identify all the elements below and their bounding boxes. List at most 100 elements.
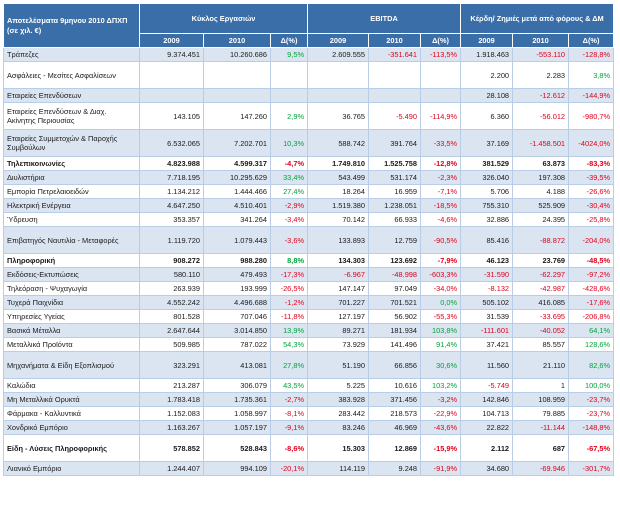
sector-name: Ασφάλειες - Μεσίτες Ασφαλίσεων: [3, 61, 140, 89]
value-cell: 2.112: [460, 434, 514, 462]
change-cell: [269, 61, 309, 89]
value-cell: 908.272: [139, 253, 204, 268]
change-cell: -114,9%: [420, 102, 462, 130]
value-cell: -5.490: [368, 102, 422, 130]
value-cell: 381.529: [460, 156, 514, 171]
change-cell: -11,8%: [269, 309, 309, 324]
change-cell: [269, 88, 309, 103]
sector-name: Τράπεζες: [3, 47, 140, 62]
subheader-2010: 2010: [203, 33, 271, 48]
group-header-ebitda: EBITDA: [307, 3, 462, 34]
sector-name: Καλώδια: [3, 378, 140, 393]
change-cell: 82,6%: [568, 351, 615, 379]
value-cell: 12.869: [368, 434, 422, 462]
subheader-2010: 2010: [512, 33, 570, 48]
sector-name: Υπηρεσίες Υγείας: [3, 309, 140, 324]
change-cell: -83,3%: [568, 156, 615, 171]
value-cell: 2.200: [460, 61, 514, 89]
value-cell: 1.119.720: [139, 226, 204, 254]
value-cell: 143.105: [139, 102, 204, 130]
change-cell: -301,7%: [568, 461, 615, 476]
table-row: Εταιρείες Συμμετοχών & Παροχής Συμβούλων…: [3, 129, 615, 157]
value-cell: -111.601: [460, 323, 514, 338]
value-cell: -33.695: [512, 309, 570, 324]
value-cell: 218.573: [368, 406, 422, 421]
table-row: Ύδρευση 353.357 341.264 -3,4% 70.142 66.933 -4…: [3, 212, 615, 227]
value-cell: [307, 88, 370, 103]
table-row: Είδη - Λύσεις Πληροφορικής 578.852 528.843…: [3, 434, 615, 462]
change-cell: -20,1%: [269, 461, 309, 476]
value-cell: -69.946: [512, 461, 570, 476]
value-cell: 83.246: [307, 420, 370, 435]
sector-name: Χονδρικό Εμπόριο: [3, 420, 140, 435]
change-cell: -15,9%: [420, 434, 462, 462]
change-cell: -67,5%: [568, 434, 615, 462]
results-table: Αποτελέσματα 9μηνου 2010 ΔΠΧΠ (σε χιλ. €…: [3, 3, 615, 476]
change-cell: [420, 88, 462, 103]
table-row: Εταιρείες Επενδύσεων 28.108 -12.612 -144,9%: [3, 88, 615, 103]
change-cell: -8,1%: [269, 406, 309, 421]
table-row: Μεταλλικά Προϊόντα 509.985 787.022 54,3% 73.…: [3, 337, 615, 352]
value-cell: 413.081: [203, 351, 271, 379]
change-cell: -206,8%: [568, 309, 615, 324]
table-row: Τράπεζες 9.374.451 10.260.686 9,5% 2.609.555…: [3, 47, 615, 62]
sector-name: Εταιρείες Συμμετοχών & Παροχής Συμβούλων: [3, 129, 140, 157]
value-cell: 383.928: [307, 392, 370, 407]
value-cell: 525.909: [512, 198, 570, 213]
value-cell: 416.085: [512, 295, 570, 310]
sector-name: Μεταλλικά Προϊόντα: [3, 337, 140, 352]
change-cell: 0,0%: [420, 295, 462, 310]
value-cell: -62.297: [512, 267, 570, 282]
value-cell: [368, 88, 422, 103]
change-cell: -3,4%: [269, 212, 309, 227]
value-cell: 51.190: [307, 351, 370, 379]
change-cell: 91,4%: [420, 337, 462, 352]
value-cell: 543.499: [307, 170, 370, 185]
sector-name: Τηλεπικοινωνίες: [3, 156, 140, 171]
value-cell: 114.119: [307, 461, 370, 476]
change-cell: -90,5%: [420, 226, 462, 254]
value-cell: 142.846: [460, 392, 514, 407]
value-cell: 22.822: [460, 420, 514, 435]
sector-name: Φάρμακα - Καλλυντικά: [3, 406, 140, 421]
sector-name: Βασικά Μέταλλα: [3, 323, 140, 338]
value-cell: 147.260: [203, 102, 271, 130]
value-cell: [139, 88, 204, 103]
change-cell: -4024,0%: [568, 129, 615, 157]
change-cell: -603,3%: [420, 267, 462, 282]
value-cell: 341.264: [203, 212, 271, 227]
value-cell: 787.022: [203, 337, 271, 352]
value-cell: 323.291: [139, 351, 204, 379]
value-cell: 15.303: [307, 434, 370, 462]
value-cell: [203, 88, 271, 103]
change-cell: -148,8%: [568, 420, 615, 435]
table-row: Επιβατηγός Ναυτιλία - Μεταφορές 1.119.720…: [3, 226, 615, 254]
value-cell: 34.680: [460, 461, 514, 476]
change-cell: 2,9%: [269, 102, 309, 130]
change-cell: 43,5%: [269, 378, 309, 393]
value-cell: 5.706: [460, 184, 514, 199]
change-cell: -2,9%: [269, 198, 309, 213]
table-row: Καλώδια 213.287 306.079 43,5% 5.225 10.616 103…: [3, 378, 615, 393]
sector-name: Ηλεκτρική Ενέργεια: [3, 198, 140, 213]
value-cell: 85.557: [512, 337, 570, 352]
value-cell: -42.987: [512, 281, 570, 296]
value-cell: [368, 61, 422, 89]
value-cell: 263.939: [139, 281, 204, 296]
value-cell: -88.872: [512, 226, 570, 254]
change-cell: 3,8%: [568, 61, 615, 89]
value-cell: 531.174: [368, 170, 422, 185]
value-cell: -351.641: [368, 47, 422, 62]
value-cell: 1.444.466: [203, 184, 271, 199]
sector-name: Ύδρευση: [3, 212, 140, 227]
change-cell: -17,6%: [568, 295, 615, 310]
value-cell: 6.360: [460, 102, 514, 130]
change-cell: -144,9%: [568, 88, 615, 103]
value-cell: 79.885: [512, 406, 570, 421]
table-row: Λιανικό Εμπόριο 1.244.407 994.109 -20,1% 114…: [3, 461, 615, 476]
value-cell: 193.999: [203, 281, 271, 296]
table-row: Υπηρεσίες Υγείας 801.528 707.046 -11,8% 127.…: [3, 309, 615, 324]
change-cell: -34,0%: [420, 281, 462, 296]
table-row: Μη Μεταλλικά Ορυκτά 1.783.418 1.735.361 -2,…: [3, 392, 615, 407]
change-cell: -97,2%: [568, 267, 615, 282]
